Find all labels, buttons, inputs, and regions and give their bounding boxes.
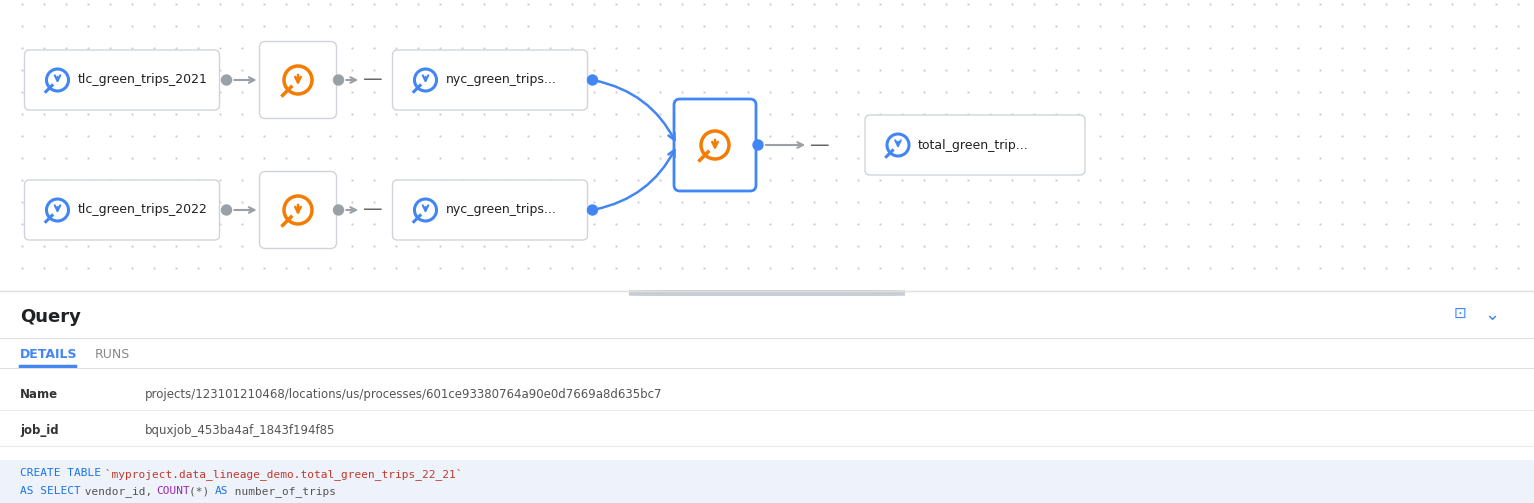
Text: Query: Query — [20, 308, 81, 326]
Text: AS: AS — [215, 486, 229, 496]
Text: RUNS: RUNS — [95, 348, 130, 361]
Text: number_of_trips: number_of_trips — [229, 486, 336, 497]
Text: tlc_green_trips_2022: tlc_green_trips_2022 — [78, 204, 207, 216]
Text: nyc_green_trips...: nyc_green_trips... — [445, 73, 557, 87]
Circle shape — [333, 205, 344, 215]
FancyBboxPatch shape — [629, 290, 905, 296]
FancyBboxPatch shape — [393, 180, 588, 240]
Text: ⊡: ⊡ — [1454, 306, 1467, 321]
Text: projects/123101210468/locations/us/processes/601ce93380764a90e0d7669a8d635bc7: projects/123101210468/locations/us/proce… — [146, 388, 663, 401]
Circle shape — [588, 75, 598, 85]
Text: —: — — [364, 201, 384, 219]
FancyBboxPatch shape — [259, 172, 336, 248]
Circle shape — [221, 75, 232, 85]
Text: bquxjob_453ba4af_1843f194f85: bquxjob_453ba4af_1843f194f85 — [146, 424, 336, 437]
Text: —: — — [810, 135, 830, 154]
Text: tlc_green_trips_2021: tlc_green_trips_2021 — [78, 73, 207, 87]
Text: —: — — [364, 70, 384, 90]
Text: job_id: job_id — [20, 424, 58, 437]
FancyArrowPatch shape — [595, 80, 675, 140]
Text: COUNT: COUNT — [156, 486, 190, 496]
FancyBboxPatch shape — [25, 50, 219, 110]
Text: CREATE TABLE: CREATE TABLE — [20, 468, 101, 478]
Text: ⌄: ⌄ — [1483, 306, 1499, 324]
FancyBboxPatch shape — [393, 50, 588, 110]
Text: nyc_green_trips...: nyc_green_trips... — [445, 204, 557, 216]
Text: Name: Name — [20, 388, 58, 401]
FancyBboxPatch shape — [0, 460, 1534, 503]
Circle shape — [221, 205, 232, 215]
Text: total_green_trip...: total_green_trip... — [917, 138, 1029, 151]
FancyBboxPatch shape — [673, 99, 756, 191]
Text: AS SELECT: AS SELECT — [20, 486, 81, 496]
Circle shape — [333, 75, 344, 85]
FancyBboxPatch shape — [865, 115, 1085, 175]
Circle shape — [753, 140, 762, 150]
FancyBboxPatch shape — [25, 180, 219, 240]
Text: DETAILS: DETAILS — [20, 348, 78, 361]
Circle shape — [588, 205, 598, 215]
Text: `myproject.data_lineage_demo.total_green_trips_22_21`: `myproject.data_lineage_demo.total_green… — [98, 468, 462, 480]
FancyArrowPatch shape — [595, 150, 675, 209]
Text: vendor_id,: vendor_id, — [78, 486, 160, 497]
FancyBboxPatch shape — [259, 42, 336, 119]
Text: (*): (*) — [189, 486, 216, 496]
